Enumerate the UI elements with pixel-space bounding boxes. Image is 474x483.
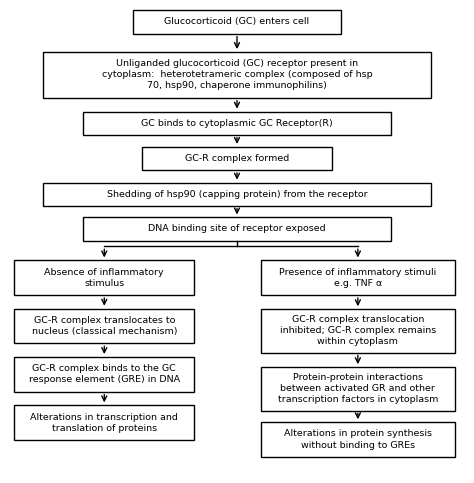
Text: Shedding of hsp90 (capping protein) from the receptor: Shedding of hsp90 (capping protein) from… xyxy=(107,190,367,199)
FancyBboxPatch shape xyxy=(142,147,332,170)
FancyBboxPatch shape xyxy=(261,309,455,353)
Text: GC binds to cytoplasmic GC Receptor(R): GC binds to cytoplasmic GC Receptor(R) xyxy=(141,119,333,128)
Text: Glucocorticoid (GC) enters cell: Glucocorticoid (GC) enters cell xyxy=(164,17,310,26)
FancyBboxPatch shape xyxy=(83,112,391,135)
Text: GC-R complex binds to the GC
response element (GRE) in DNA: GC-R complex binds to the GC response el… xyxy=(29,364,180,384)
FancyBboxPatch shape xyxy=(261,260,455,295)
Text: GC-R complex formed: GC-R complex formed xyxy=(185,154,289,163)
FancyBboxPatch shape xyxy=(14,405,194,440)
Text: Alterations in protein synthesis
without binding to GREs: Alterations in protein synthesis without… xyxy=(284,429,432,450)
FancyBboxPatch shape xyxy=(14,309,194,343)
Text: GC-R complex translocation
inhibited; GC-R complex remains
within cytoplasm: GC-R complex translocation inhibited; GC… xyxy=(280,315,436,346)
Text: Protein-protein interactions
between activated GR and other
transcription factor: Protein-protein interactions between act… xyxy=(278,373,438,404)
Text: Alterations in transcription and
translation of proteins: Alterations in transcription and transla… xyxy=(30,412,178,433)
Text: Absence of inflammatory
stimulus: Absence of inflammatory stimulus xyxy=(45,268,164,288)
Text: DNA binding site of receptor exposed: DNA binding site of receptor exposed xyxy=(148,225,326,233)
Text: Presence of inflammatory stimuli
e.g. TNF α: Presence of inflammatory stimuli e.g. TN… xyxy=(279,268,437,288)
FancyBboxPatch shape xyxy=(261,367,455,411)
FancyBboxPatch shape xyxy=(43,52,431,98)
FancyBboxPatch shape xyxy=(83,217,391,241)
FancyBboxPatch shape xyxy=(133,10,341,34)
FancyBboxPatch shape xyxy=(43,183,431,206)
FancyBboxPatch shape xyxy=(261,422,455,457)
FancyBboxPatch shape xyxy=(14,260,194,295)
FancyBboxPatch shape xyxy=(14,357,194,392)
Text: GC-R complex translocates to
nucleus (classical mechanism): GC-R complex translocates to nucleus (cl… xyxy=(32,316,177,336)
Text: Unliganded glucocorticoid (GC) receptor present in
cytoplasm:  heterotetrameric : Unliganded glucocorticoid (GC) receptor … xyxy=(102,59,372,90)
